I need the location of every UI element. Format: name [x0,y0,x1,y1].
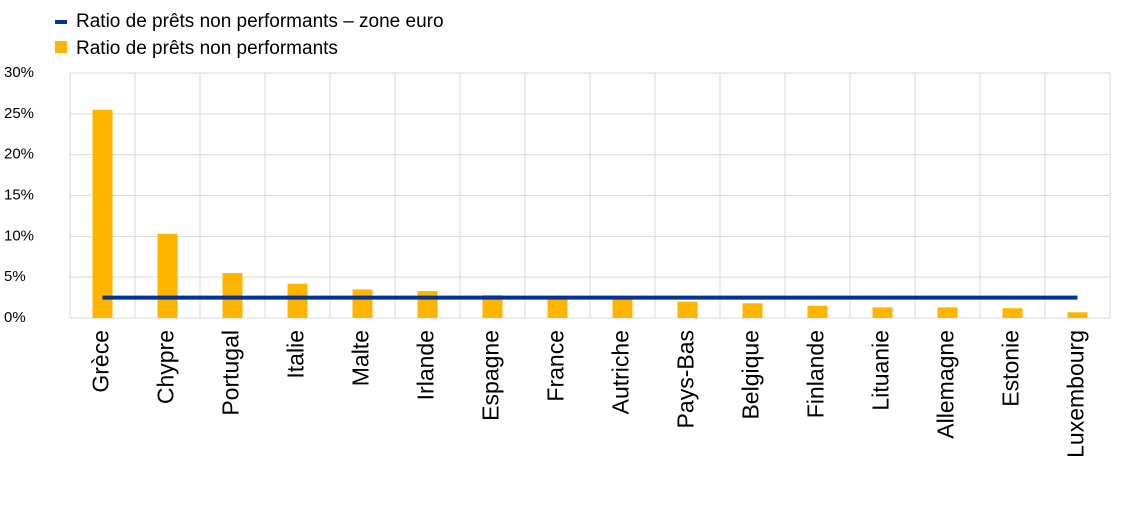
bar [352,289,373,318]
bar [92,109,113,318]
y-tick-label: 20% [4,146,34,163]
x-tick-label: Lituanie [868,330,894,411]
bar [222,273,243,318]
x-tick-label: Portugal [218,330,244,416]
y-tick-label: 15% [4,186,34,203]
x-tick-label: Grèce [88,330,114,393]
x-tick-label: France [543,330,569,402]
x-tick-label: Malte [348,330,374,386]
x-tick-label: Chypre [153,330,179,404]
bar [807,305,828,318]
x-tick-label: Irlande [413,330,439,400]
bar [742,303,763,318]
x-tick-label: Allemagne [933,330,959,439]
y-tick-label: 25% [4,105,34,122]
y-tick-label: 10% [4,227,34,244]
y-tick-label: 30% [4,64,34,81]
bar [872,307,893,318]
x-tick-label: Italie [283,330,309,379]
bar [417,291,438,318]
x-tick-label: Finlande [803,330,829,418]
legend-label: Ratio de prêts non performants [76,38,338,59]
bar [287,283,308,318]
x-tick-label: Belgique [738,330,764,420]
y-tick-label: 0% [4,309,26,326]
x-tick-label: Espagne [478,330,504,421]
bar [612,298,633,318]
bar [547,296,568,318]
y-tick-label: 5% [4,268,26,285]
x-tick-label: Pays-Bas [673,330,699,428]
bar [157,233,178,318]
legend-label: Ratio de prêts non performants – zone eu… [76,11,444,32]
bar [482,295,503,318]
x-tick-label: Autriche [608,330,634,414]
bar [1067,312,1088,318]
bar [937,307,958,318]
x-tick-label: Estonie [998,330,1024,407]
legend-swatch [55,41,67,53]
bar [1002,308,1023,318]
x-tick-label: Luxembourg [1063,330,1089,458]
bar [677,301,698,318]
legend-swatch [55,20,67,24]
